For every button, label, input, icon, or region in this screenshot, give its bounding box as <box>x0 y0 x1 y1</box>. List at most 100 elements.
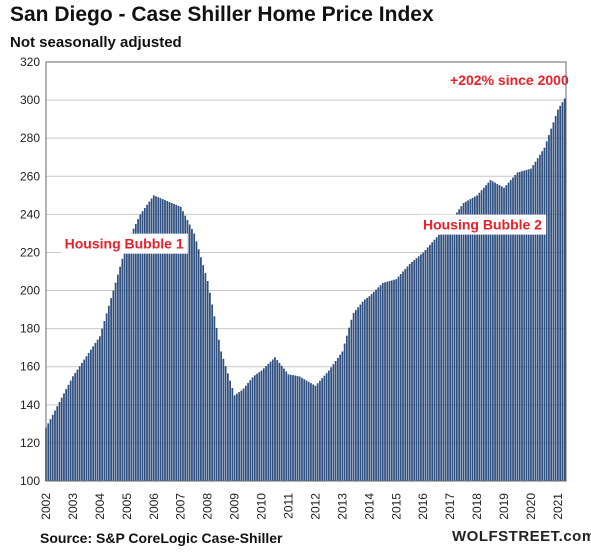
bar <box>161 199 164 482</box>
bar <box>404 268 407 481</box>
bar <box>411 261 413 481</box>
bar <box>325 373 328 481</box>
bar <box>426 247 429 481</box>
bar <box>330 367 333 481</box>
bar <box>96 339 99 481</box>
bar <box>114 282 117 481</box>
bar <box>350 319 353 481</box>
bar <box>561 102 564 482</box>
bar <box>278 362 281 481</box>
bar <box>128 238 130 481</box>
bar <box>453 215 456 481</box>
bar <box>211 304 214 481</box>
chart-title: San Diego - Case Shiller Home Price Inde… <box>10 3 434 26</box>
bar <box>81 362 83 481</box>
y-tick-label: 160 <box>20 360 40 374</box>
bar <box>341 351 344 481</box>
bar <box>94 342 97 481</box>
bar <box>429 244 431 481</box>
y-tick-label: 180 <box>20 322 40 336</box>
bar <box>164 200 166 482</box>
bar <box>415 258 418 481</box>
bar <box>148 201 151 481</box>
bar <box>500 186 503 481</box>
bar <box>92 346 95 481</box>
bar <box>548 135 550 481</box>
annotation-label: +202% since 2000 <box>450 72 569 88</box>
bar <box>271 359 274 481</box>
plot-frame <box>45 61 567 482</box>
bar <box>143 208 146 482</box>
bar <box>440 232 443 481</box>
y-tick-label: 120 <box>20 436 40 450</box>
bar <box>377 287 380 481</box>
bar <box>188 224 191 481</box>
bar <box>303 379 306 481</box>
bar <box>294 375 297 481</box>
x-tick-label: 2021 <box>551 493 565 520</box>
x-tick-label: 2014 <box>362 493 376 520</box>
bar <box>512 177 514 481</box>
bar <box>543 147 546 482</box>
y-tick-label: 200 <box>20 284 40 298</box>
bar <box>215 328 218 481</box>
bar <box>489 180 492 481</box>
bar <box>229 380 231 481</box>
source-note: Source: S&P CoreLogic Case-Shiller <box>40 530 283 546</box>
bar <box>402 271 404 481</box>
bar <box>177 205 180 481</box>
bar <box>496 183 499 481</box>
bar <box>298 376 301 481</box>
bar <box>532 165 535 481</box>
bar <box>283 368 285 481</box>
bar <box>249 380 252 481</box>
y-tick-label: 320 <box>20 55 40 69</box>
bar <box>460 206 463 482</box>
bar <box>431 242 434 481</box>
bar <box>146 204 148 481</box>
bar <box>175 204 178 481</box>
bar <box>319 380 321 481</box>
x-tick-label: 2012 <box>308 493 322 520</box>
bar <box>193 233 196 481</box>
bar <box>197 249 200 481</box>
bar <box>301 377 303 481</box>
bar <box>397 276 400 481</box>
bar <box>388 281 391 481</box>
bar <box>464 201 467 481</box>
annotations: Housing Bubble 1 Housing Bubble 2 +202% si… <box>60 69 573 254</box>
bar <box>240 390 243 481</box>
bar <box>242 388 245 481</box>
bar <box>478 192 481 481</box>
bar <box>456 212 458 481</box>
bar <box>87 352 90 481</box>
bar <box>51 414 54 481</box>
bar <box>85 356 88 481</box>
bar <box>218 339 220 481</box>
bar <box>433 239 436 481</box>
x-tick-label: 2020 <box>524 493 538 520</box>
bar <box>173 203 175 481</box>
bar <box>525 169 528 481</box>
x-tick-label: 2015 <box>389 493 403 520</box>
bar <box>107 305 110 481</box>
bar <box>393 279 395 481</box>
bar <box>518 171 521 481</box>
bar <box>557 109 559 481</box>
bar <box>343 343 346 481</box>
bar <box>54 410 56 481</box>
bar <box>166 201 169 482</box>
bar <box>74 372 77 481</box>
bar <box>110 298 112 481</box>
bar <box>516 172 519 482</box>
bar <box>101 328 104 481</box>
bar <box>438 234 440 481</box>
bar <box>348 327 350 481</box>
bar <box>469 199 472 482</box>
bar <box>200 257 202 481</box>
bar <box>150 198 153 481</box>
bar <box>384 282 386 481</box>
bar <box>539 154 541 482</box>
bar <box>310 383 312 481</box>
bar <box>58 401 61 481</box>
